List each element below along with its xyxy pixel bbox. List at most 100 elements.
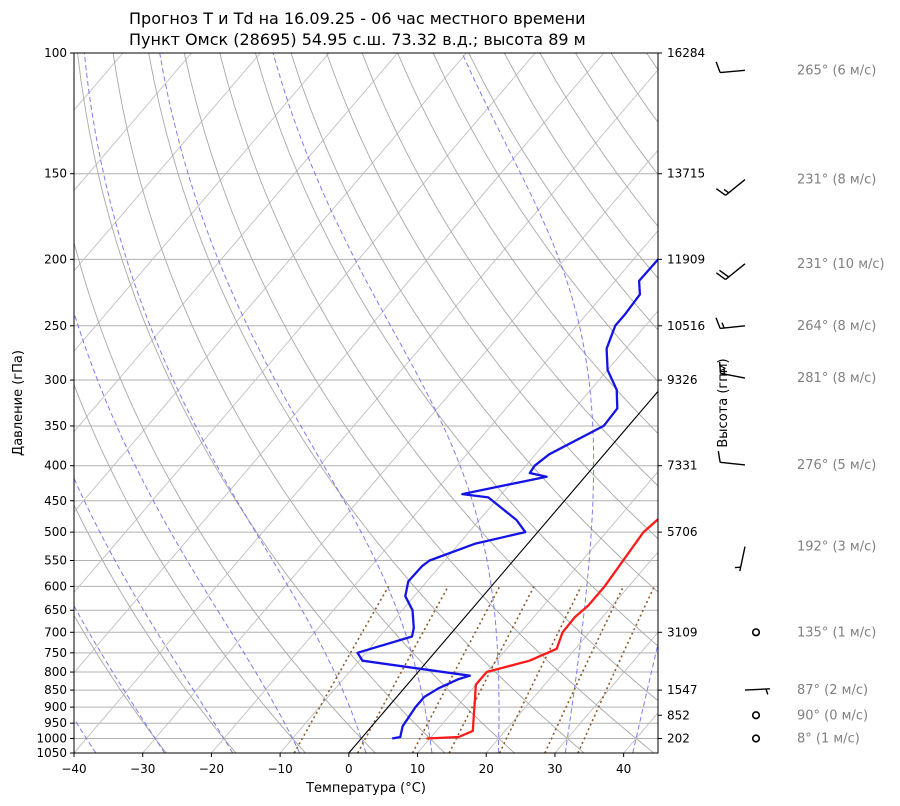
dry-adiabat	[183, 53, 655, 753]
pressure-tick-label: 400	[44, 459, 67, 473]
height-tick-label: 11909	[667, 252, 705, 266]
pressure-tick-label: 750	[44, 646, 67, 660]
dry-adiabat	[575, 53, 658, 176]
isotherm-line	[74, 53, 399, 433]
barb-shaft	[720, 372, 746, 379]
isotherm-line	[211, 229, 658, 753]
isotherm-line	[74, 53, 330, 352]
barb-flag	[715, 61, 721, 73]
isotherm-line	[74, 53, 467, 513]
wind-label: 135° (1 м/с)	[797, 625, 876, 640]
wind-barb	[715, 179, 746, 196]
chart-title-line-2: Пункт Омск (28695) 54.95 с.ш. 73.32 в.д.…	[129, 30, 586, 49]
dry-adiabat	[718, 53, 900, 753]
wind-label: 8° (1 м/с)	[797, 731, 860, 746]
barb-flag	[717, 450, 721, 463]
pressure-tick-label: 200	[44, 252, 67, 266]
pressure-tick-label: 950	[44, 716, 67, 730]
temperature-tick-label: 10	[410, 762, 425, 776]
mixing-ratio-line	[293, 586, 390, 753]
pressure-tick-label: 1000	[36, 731, 67, 745]
barb-flag	[715, 317, 721, 329]
isotherm-line	[74, 53, 536, 593]
dry-adiabat	[432, 53, 658, 383]
barb-half-flag	[765, 688, 769, 695]
wind-barb	[715, 317, 746, 330]
mixing-ratio-line	[577, 586, 656, 753]
dry-adiabat	[860, 53, 900, 753]
barb-shaft	[720, 325, 746, 330]
temperature-tick-label: 0	[345, 762, 353, 776]
pressure-tick-label: 600	[44, 579, 67, 593]
isotherm-line	[74, 53, 261, 272]
isotherm-line	[74, 69, 658, 753]
mixing-ratio-line	[544, 586, 625, 753]
height-tick-label: 202	[667, 731, 690, 745]
wind-barb	[744, 688, 771, 695]
wind-label: 281° (8 м/с)	[797, 371, 876, 386]
dry-adiabat	[753, 53, 900, 753]
dry-adiabat	[326, 53, 658, 540]
height-tick-label: 16284	[667, 46, 705, 60]
barb-flag	[718, 361, 722, 374]
barb-shaft	[725, 263, 746, 281]
height-tick-label: 3109	[667, 625, 698, 639]
isotherm-line	[554, 631, 658, 753]
wind-barb	[717, 450, 746, 466]
dry-adiabat	[148, 53, 585, 753]
moist-adiabat	[159, 53, 433, 753]
dry-adiabat	[290, 53, 658, 593]
dry-adiabat	[503, 53, 658, 279]
chart-title-line-1: Прогноз T и Td на 16.09.25 - 06 час мест…	[129, 9, 586, 28]
dry-adiabat	[112, 53, 515, 753]
temperature-tick-label: −30	[130, 762, 155, 776]
moist-adiabat	[272, 53, 500, 753]
moist-adiabat	[83, 53, 367, 753]
wind-label: 90° (0 м/с)	[797, 708, 868, 723]
dry-adiabat	[77, 53, 446, 753]
isotherm-line	[417, 471, 658, 753]
barb-shaft	[744, 688, 771, 691]
moist-adiabat	[461, 53, 595, 753]
dry-adiabat	[789, 53, 900, 753]
pressure-tick-label: 700	[44, 625, 67, 639]
moist-adiabat	[632, 641, 658, 753]
temperature-tick-label: −40	[61, 762, 86, 776]
barb-flag	[715, 272, 726, 281]
dry-adiabat	[646, 53, 658, 71]
moist-adiabat	[74, 604, 166, 753]
dry-adiabat	[397, 53, 658, 435]
barb-shaft	[739, 546, 746, 572]
height-tick-label: 5706	[667, 525, 698, 539]
pressure-tick-label: 250	[44, 319, 67, 333]
height-tick-label: 9326	[667, 373, 698, 387]
height-tick-label: 852	[667, 708, 690, 722]
dry-adiabat	[468, 53, 658, 331]
barb-shaft	[720, 461, 746, 466]
dry-adiabat	[254, 53, 658, 647]
dry-adiabat	[824, 53, 900, 753]
dry-adiabat	[74, 383, 306, 753]
pressure-tick-label: 150	[44, 167, 67, 181]
height-tick-label: 7331	[667, 459, 698, 473]
temperature-tick-label: 20	[479, 762, 494, 776]
moist-adiabat	[74, 477, 234, 753]
dry-adiabat	[682, 53, 900, 753]
barb-half-flag	[723, 188, 730, 194]
wind-barb	[734, 546, 746, 572]
pressure-tick-label: 650	[44, 603, 67, 617]
wind-barb	[718, 361, 746, 379]
wind-barb	[715, 263, 746, 281]
wind-label: 265° (6 м/с)	[797, 63, 876, 78]
calm-wind-circle	[751, 734, 761, 743]
dry-adiabat	[219, 53, 658, 702]
isotherm-line	[142, 149, 658, 753]
wind-label: 231° (8 м/с)	[797, 173, 876, 188]
dry-adiabat	[74, 503, 237, 753]
plot-frame	[73, 52, 659, 754]
temperature-tick-label: −20	[199, 762, 224, 776]
wind-label: 276° (5 м/с)	[797, 458, 876, 473]
barb-half-flag	[721, 322, 725, 329]
pressure-tick-label: 1050	[36, 746, 67, 760]
